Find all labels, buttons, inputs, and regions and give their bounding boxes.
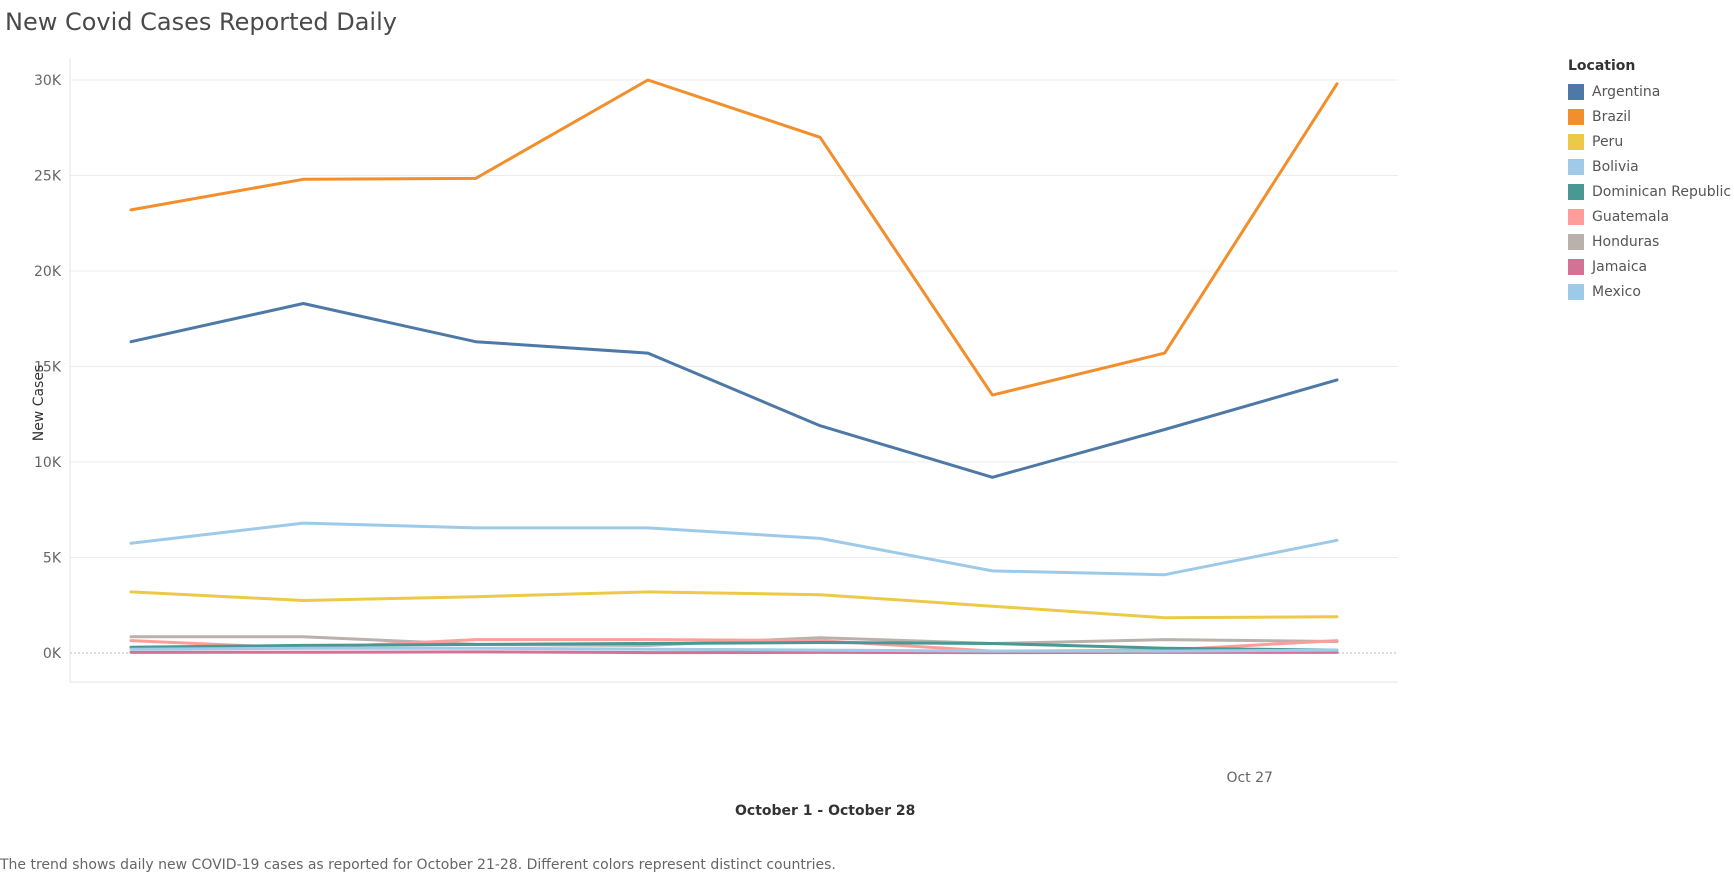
legend-label: Honduras (1592, 233, 1660, 250)
legend-item-honduras[interactable]: Honduras (1568, 229, 1731, 254)
legend-title: Location (1568, 58, 1636, 74)
legend-item-bolivia[interactable]: Bolivia (1568, 154, 1731, 179)
y-tick-label: 15K (34, 360, 62, 376)
series-line-mexico[interactable] (129, 521, 1339, 577)
series-line-peru[interactable] (129, 590, 1339, 620)
legend-label: Argentina (1592, 83, 1661, 100)
legend: Location Argentina Brazil Peru Bolivia Domin… (1568, 58, 1731, 304)
y-tick-label: 30K (34, 73, 62, 89)
y-tick-label: 20K (34, 264, 62, 280)
y-tick-label: 5K (43, 551, 62, 567)
y-tick-label: 25K (34, 169, 62, 185)
legend-label: Mexico (1592, 283, 1641, 300)
series-line-bolivia[interactable] (129, 646, 1339, 653)
legend-swatch (1568, 258, 1584, 275)
axes: 0K 5K 10K 15K 20K 25K 30K Oct 27 (34, 58, 1398, 786)
chart-title: New Covid Cases Reported Daily (5, 8, 397, 36)
legend-swatch (1568, 283, 1584, 300)
y-tick-label: 10K (34, 455, 62, 471)
legend-item-mexico[interactable]: Mexico (1568, 279, 1731, 304)
legend-item-argentina[interactable]: Argentina (1568, 79, 1731, 104)
legend-item-brazil[interactable]: Brazil (1568, 104, 1731, 129)
x-tick-label: Oct 27 (1226, 770, 1272, 786)
legend-swatch (1568, 158, 1584, 175)
legend-swatch (1568, 183, 1584, 200)
chart-caption: The trend shows daily new COVID-19 cases… (0, 857, 836, 873)
legend-swatch (1568, 108, 1584, 125)
series-line-dominican-republic[interactable] (129, 641, 1339, 652)
series-line-brazil[interactable] (129, 78, 1339, 397)
legend-items: Argentina Brazil Peru Bolivia Dominican Repu… (1568, 79, 1731, 304)
legend-label: Peru (1592, 133, 1624, 150)
legend-label: Bolivia (1592, 158, 1639, 175)
legend-swatch (1568, 83, 1584, 100)
legend-swatch (1568, 208, 1584, 225)
legend-swatch (1568, 233, 1584, 250)
y-axis-title: New Cases (31, 364, 47, 442)
legend-label: Guatemala (1592, 208, 1670, 225)
series-line-argentina[interactable] (129, 302, 1339, 479)
legend-item-peru[interactable]: Peru (1568, 129, 1731, 154)
legend-item-dominican-republic[interactable]: Dominican Republic (1568, 179, 1731, 204)
legend-label: Jamaica (1592, 258, 1648, 275)
legend-item-jamaica[interactable]: Jamaica (1568, 254, 1731, 279)
series-lines (129, 78, 1339, 655)
legend-swatch (1568, 133, 1584, 150)
legend-item-guatemala[interactable]: Guatemala (1568, 204, 1731, 229)
y-tick-label: 0K (43, 646, 62, 662)
line-chart: 0K 5K 10K 15K 20K 25K 30K Oct 27 (34, 58, 1398, 786)
legend-label: Dominican Republic (1592, 183, 1732, 200)
x-axis-title: October 1 - October 28 (735, 803, 916, 819)
legend-label: Brazil (1592, 108, 1632, 125)
